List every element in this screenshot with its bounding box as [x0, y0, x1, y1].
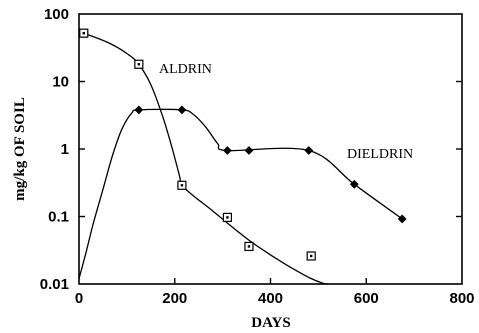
x-tick-label: 400 [258, 290, 283, 307]
y-tick-label: 0.01 [40, 276, 69, 293]
tick-labels: 0 200 400 600 800 0.01 0.1 1 10 100 [40, 6, 475, 307]
y-tick-label: 100 [44, 6, 69, 23]
point-dieldrin [304, 146, 314, 155]
point-dieldrin [244, 146, 254, 155]
x-tick-label: 0 [75, 290, 83, 307]
series-markers [79, 28, 407, 261]
point-aldrin [134, 59, 144, 69]
square-marker-center [82, 31, 85, 35]
x-tick-label: 600 [354, 290, 379, 307]
point-dieldrin [349, 179, 359, 189]
series-label-dieldrin: DIELDRIN [347, 147, 413, 162]
point-dieldrin [177, 105, 187, 115]
square-marker-center [309, 254, 313, 258]
y-tick-label: 0.1 [48, 209, 69, 226]
point-aldrin [244, 241, 254, 252]
point-aldrin [222, 212, 233, 222]
y-tick-label: 10 [52, 74, 69, 91]
axis-ticks [79, 80, 462, 284]
x-tick-label: 200 [162, 290, 187, 307]
point-aldrin [177, 180, 187, 190]
square-marker-center [226, 216, 229, 219]
series-label-aldrin: ALDRIN [159, 62, 212, 77]
square-marker-center [137, 63, 141, 66]
y-axis-label: mg/kg OF SOIL [12, 97, 28, 201]
point-aldrin [306, 251, 316, 261]
x-tick-label: 800 [449, 290, 474, 307]
square-marker-center [247, 245, 251, 248]
curve-dieldrin [78, 108, 403, 279]
y-tick-label: 1 [61, 141, 69, 158]
square-marker-center [180, 184, 184, 187]
point-aldrin [79, 28, 89, 38]
point-dieldrin [397, 214, 407, 224]
x-axis-label: DAYS [251, 315, 290, 331]
point-dieldrin [223, 146, 232, 155]
point-dieldrin [134, 105, 144, 115]
